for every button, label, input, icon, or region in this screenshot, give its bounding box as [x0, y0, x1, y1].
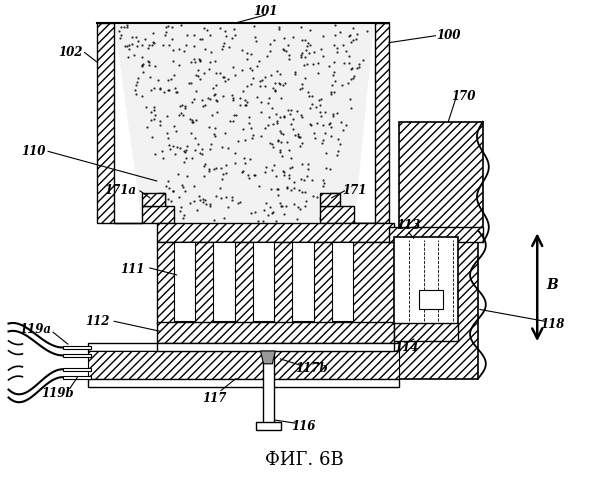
Bar [63, 368, 91, 370]
Bar [63, 354, 91, 357]
Text: 112: 112 [85, 315, 110, 328]
Text: 110: 110 [21, 145, 46, 158]
Polygon shape [320, 23, 389, 222]
Bar [157, 222, 394, 242]
Bar [88, 378, 399, 386]
Polygon shape [114, 23, 374, 222]
Bar [399, 230, 478, 378]
Text: 111: 111 [120, 264, 144, 276]
Text: 101: 101 [253, 4, 278, 18]
Text: 113: 113 [396, 219, 421, 232]
Bar [262, 349, 275, 423]
Bar [213, 242, 235, 322]
Text: 171: 171 [342, 184, 367, 198]
Bar [332, 242, 353, 322]
Bar [142, 193, 164, 205]
Bar [256, 422, 281, 430]
Text: 170: 170 [451, 90, 475, 104]
Text: 102: 102 [58, 46, 83, 59]
Bar [292, 242, 314, 322]
Text: 117b: 117b [295, 362, 328, 376]
Bar [320, 193, 340, 205]
Bar [389, 228, 483, 242]
Bar [88, 351, 399, 378]
Text: 116: 116 [291, 420, 315, 432]
Text: 119b: 119b [41, 387, 74, 400]
Bar [157, 343, 394, 351]
Text: 119a: 119a [19, 322, 51, 336]
Bar [63, 376, 91, 378]
Bar [174, 242, 195, 322]
Bar [88, 343, 399, 351]
Text: ФИГ. 6В: ФИГ. 6В [265, 450, 343, 468]
Text: B: B [546, 278, 558, 292]
Bar [394, 238, 458, 324]
Text: 100: 100 [436, 29, 460, 42]
Bar [63, 346, 91, 349]
Text: 118: 118 [540, 318, 564, 331]
Bar [399, 122, 483, 230]
Text: 117: 117 [202, 392, 227, 405]
Text: 171a: 171a [104, 184, 136, 198]
Bar [253, 242, 275, 322]
Bar [157, 242, 394, 324]
Text: 114: 114 [395, 340, 419, 353]
Polygon shape [261, 351, 275, 364]
Polygon shape [97, 23, 174, 222]
Bar [418, 290, 443, 310]
Bar [157, 322, 394, 344]
Bar [394, 324, 458, 341]
